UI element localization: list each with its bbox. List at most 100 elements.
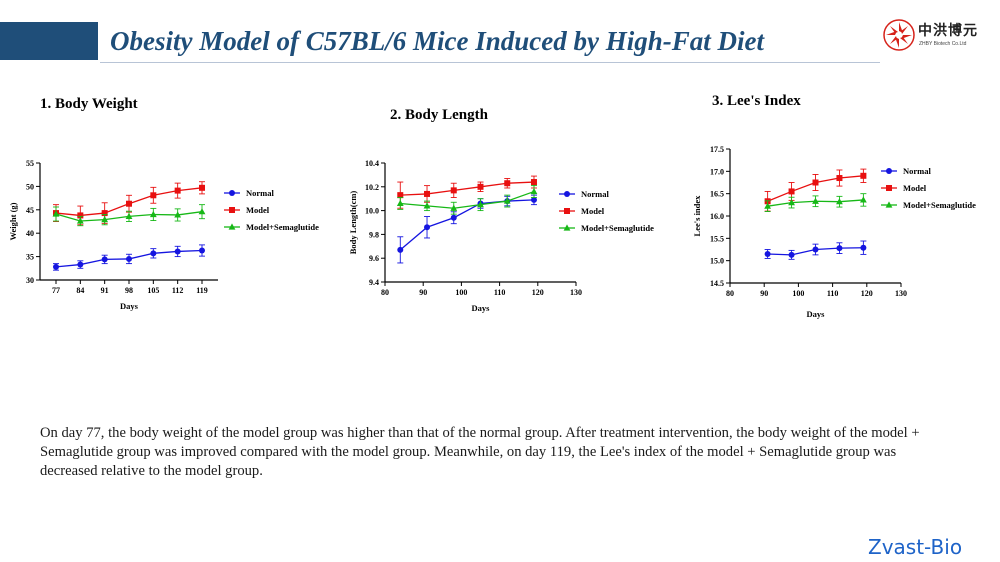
legend-marker [886, 185, 892, 191]
x-tick-label: 80 [381, 288, 389, 297]
y-tick-label: 30 [26, 276, 34, 285]
data-point [504, 180, 511, 187]
logo-mark-icon [883, 19, 915, 51]
x-tick-label: 84 [76, 286, 84, 295]
data-point [450, 214, 457, 221]
data-point [199, 184, 205, 191]
description-text: On day 77, the body weight of the model … [40, 425, 920, 479]
data-point [477, 183, 484, 190]
header-accent-bar [0, 22, 98, 60]
legend-marker [229, 190, 235, 196]
x-tick-label: 119 [196, 286, 208, 295]
y-tick-label: 35 [26, 253, 34, 262]
y-tick-label: 9.4 [369, 278, 379, 287]
y-tick-label: 9.8 [369, 230, 379, 239]
data-point [530, 179, 537, 186]
x-tick-label: 90 [760, 289, 768, 298]
x-tick-label: 112 [172, 286, 184, 295]
data-point [450, 204, 458, 211]
x-tick-label: 120 [861, 289, 873, 298]
data-point [77, 261, 84, 268]
legend-label: Model [903, 183, 927, 193]
brand-logo-text: Zvast-Bio [868, 535, 963, 559]
logo-name-en: ZHBY Biotech Co.Ltd [919, 41, 967, 47]
data-point [126, 200, 132, 207]
legend-marker [229, 207, 235, 213]
y-axis-label: Weight (g) [8, 202, 18, 240]
x-tick-label: 77 [52, 286, 60, 295]
data-point [530, 187, 538, 195]
x-tick-label: 105 [147, 286, 159, 295]
y-tick-label: 17.5 [710, 145, 724, 154]
company-logo: 中洪博元 ZHBY Biotech Co.Ltd [882, 14, 992, 58]
x-tick-label: 110 [827, 289, 839, 298]
legend-marker [228, 223, 236, 230]
data-point [812, 197, 819, 204]
y-tick-label: 15.0 [710, 257, 724, 266]
y-tick-label: 17.0 [710, 167, 724, 176]
data-point [530, 196, 537, 203]
data-point [450, 187, 457, 194]
series-model [53, 181, 205, 226]
series-model-semaglutide [764, 193, 867, 212]
data-point [126, 255, 132, 262]
chart-title-lees-index: 3. Lee's Index [712, 93, 801, 109]
data-point [477, 201, 484, 208]
data-point [150, 192, 157, 199]
x-axis-label: Days [807, 309, 826, 319]
y-tick-label: 10.4 [365, 159, 379, 168]
data-point [860, 172, 867, 179]
data-point [76, 217, 84, 224]
series-line [400, 190, 535, 209]
y-tick-label: 10.0 [365, 207, 379, 216]
y-tick-label: 9.6 [369, 254, 379, 263]
legend-label: Model [246, 205, 270, 215]
legend-marker [886, 168, 892, 174]
series-model-semaglutide [52, 204, 206, 227]
data-point [859, 196, 867, 203]
data-point [101, 216, 109, 223]
data-point [836, 245, 843, 252]
data-point [150, 250, 157, 257]
data-point [788, 199, 795, 206]
data-point [397, 192, 404, 199]
body-weight-plot: 30 35 40 45 50 55 77 84 91 98 105 112 119 Days Weight … [8, 159, 319, 311]
y-axis-label: Body Length(cm) [348, 191, 358, 255]
data-point [149, 210, 157, 218]
data-point [424, 190, 431, 197]
y-axis-label: Lee's index [692, 195, 702, 237]
data-point [53, 263, 59, 270]
data-point [52, 210, 60, 217]
data-point [174, 248, 181, 255]
data-point [199, 247, 205, 254]
series-normal [764, 240, 867, 260]
y-tick-label: 16.0 [710, 212, 724, 221]
data-point [125, 212, 133, 219]
data-point [788, 188, 795, 195]
legend-label: Normal [246, 188, 274, 198]
data-point [397, 246, 404, 253]
y-tick-label: 10.2 [365, 183, 379, 192]
data-point [836, 175, 843, 182]
data-point [788, 251, 795, 258]
y-tick-label: 50 [26, 182, 34, 191]
data-point [424, 224, 431, 231]
legend-marker [564, 208, 570, 214]
logo-name-cn: 中洪博元 [918, 23, 978, 39]
lees-index-plot: 14.5 15.0 15.5 16.0 16.5 17.0 17.5 80 90 100 110 12… [692, 145, 976, 319]
data-point [812, 179, 819, 186]
data-point [101, 256, 108, 263]
x-tick-label: 120 [532, 288, 544, 297]
x-tick-label: 91 [101, 286, 109, 295]
x-tick-label: 130 [895, 289, 907, 298]
legend-marker [563, 224, 571, 231]
x-tick-label: 100 [792, 289, 804, 298]
chart-title-body-weight: 1. Body Weight [40, 96, 138, 112]
body-length-plot: 9.4 9.6 9.8 10.0 10.2 10.4 80 90 100 110 120 130 Day… [348, 159, 654, 313]
y-tick-label: 16.5 [710, 190, 724, 199]
y-tick-label: 14.5 [710, 279, 724, 288]
x-axis-label: Days [120, 301, 139, 311]
data-point [764, 250, 771, 257]
legend-label: Model+Semaglutide [246, 222, 319, 232]
